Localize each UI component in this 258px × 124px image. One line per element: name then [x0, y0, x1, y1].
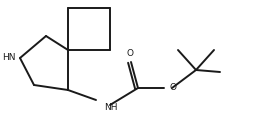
Text: O: O [170, 82, 177, 92]
Text: NH: NH [104, 103, 117, 112]
Text: HN: HN [2, 53, 16, 62]
Text: O: O [126, 49, 133, 59]
